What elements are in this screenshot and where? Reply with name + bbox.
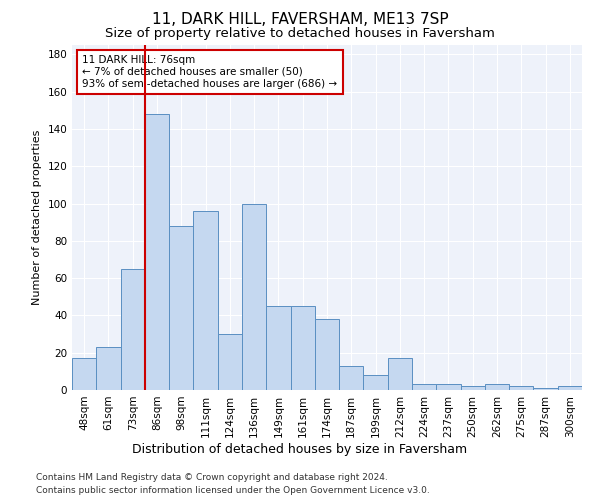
Bar bbox=[242, 204, 266, 390]
Text: Contains HM Land Registry data © Crown copyright and database right 2024.: Contains HM Land Registry data © Crown c… bbox=[36, 472, 388, 482]
Text: Size of property relative to detached houses in Faversham: Size of property relative to detached ho… bbox=[105, 28, 495, 40]
Bar bbox=[315, 319, 339, 390]
Bar bbox=[121, 269, 145, 390]
Text: Contains public sector information licensed under the Open Government Licence v3: Contains public sector information licen… bbox=[36, 486, 430, 495]
Bar bbox=[72, 358, 96, 390]
Bar bbox=[412, 384, 436, 390]
Bar bbox=[218, 334, 242, 390]
Bar bbox=[533, 388, 558, 390]
Bar bbox=[266, 306, 290, 390]
Bar bbox=[96, 347, 121, 390]
Y-axis label: Number of detached properties: Number of detached properties bbox=[32, 130, 42, 305]
Bar bbox=[290, 306, 315, 390]
Bar bbox=[145, 114, 169, 390]
Bar bbox=[558, 386, 582, 390]
Bar bbox=[193, 211, 218, 390]
Text: 11, DARK HILL, FAVERSHAM, ME13 7SP: 11, DARK HILL, FAVERSHAM, ME13 7SP bbox=[152, 12, 448, 28]
Bar bbox=[485, 384, 509, 390]
Bar bbox=[364, 375, 388, 390]
Bar bbox=[339, 366, 364, 390]
Bar bbox=[388, 358, 412, 390]
Bar bbox=[509, 386, 533, 390]
Bar bbox=[169, 226, 193, 390]
Text: Distribution of detached houses by size in Faversham: Distribution of detached houses by size … bbox=[133, 442, 467, 456]
Bar bbox=[436, 384, 461, 390]
Bar bbox=[461, 386, 485, 390]
Text: 11 DARK HILL: 76sqm
← 7% of detached houses are smaller (50)
93% of semi-detache: 11 DARK HILL: 76sqm ← 7% of detached hou… bbox=[82, 56, 337, 88]
